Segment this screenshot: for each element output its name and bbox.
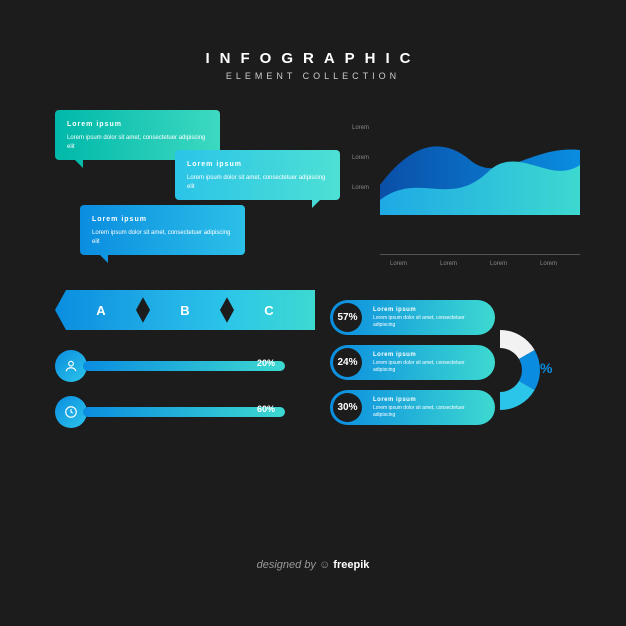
footer-prefix: designed by (257, 559, 319, 571)
step-b: B (139, 290, 231, 330)
semi-donut: % (500, 305, 580, 435)
page-subtitle: ELEMENT COLLECTION (0, 71, 626, 81)
progress-track: 20% (83, 361, 285, 371)
area-chart-svg (380, 115, 580, 215)
progress-bars: 20% 60% (55, 350, 285, 442)
pill-percent: 57% (333, 303, 362, 332)
x-axis-label: Lorem (490, 261, 507, 267)
bubble-title: Lorem ipsum (92, 215, 233, 226)
speech-bubbles: Lorem ipsum Lorem ipsum dolor sit amet, … (55, 110, 340, 260)
pill-text: Lorem ipsumLorem ipsum dolor sit amet, c… (365, 396, 495, 419)
progress-bar: 20% (55, 350, 285, 382)
percent-pills: 57% Lorem ipsumLorem ipsum dolor sit ame… (330, 300, 495, 435)
bubble-title: Lorem ipsum (187, 160, 328, 171)
header: INFOGRAPHIC ELEMENT COLLECTION (0, 0, 626, 81)
y-axis-label: Lorem (352, 125, 369, 131)
area-chart: Lorem Lorem Lorem Lorem Lorem Lorem Lore… (380, 115, 580, 255)
speech-bubble: Lorem ipsum Lorem ipsum dolor sit amet, … (80, 205, 245, 255)
attribution: designed by ☺ freepik (0, 559, 626, 571)
chart-baseline (380, 254, 580, 255)
x-axis-label: Lorem (540, 261, 557, 267)
pill-percent: 30% (333, 393, 362, 422)
bubble-title: Lorem ipsum (67, 120, 208, 131)
progress-percent: 60% (257, 404, 275, 414)
y-axis-label: Lorem (352, 185, 369, 191)
bubble-text: Lorem ipsum dolor sit amet, consectetuer… (67, 134, 208, 152)
pill: 30% Lorem ipsumLorem ipsum dolor sit ame… (330, 390, 495, 425)
progress-track: 60% (83, 407, 285, 417)
progress-percent: 20% (257, 358, 275, 368)
freepik-icon: ☺ (319, 559, 330, 571)
bubble-text: Lorem ipsum dolor sit amet, consectetuer… (92, 229, 233, 247)
progress-bar: 60% (55, 396, 285, 428)
step-a: A (55, 290, 147, 330)
pill: 24% Lorem ipsumLorem ipsum dolor sit ame… (330, 345, 495, 380)
donut-label: % (540, 360, 552, 376)
speech-bubble: Lorem ipsum Lorem ipsum dolor sit amet, … (175, 150, 340, 200)
bubble-text: Lorem ipsum dolor sit amet, consectetuer… (187, 174, 328, 192)
step-arrows: A B C (55, 290, 315, 330)
step-c: C (223, 290, 315, 330)
pill-text: Lorem ipsumLorem ipsum dolor sit amet, c… (365, 306, 495, 329)
y-axis-label: Lorem (352, 155, 369, 161)
pill: 57% Lorem ipsumLorem ipsum dolor sit ame… (330, 300, 495, 335)
x-axis-label: Lorem (440, 261, 457, 267)
pill-percent: 24% (333, 348, 362, 377)
footer-brand: freepik (333, 559, 369, 571)
pill-text: Lorem ipsumLorem ipsum dolor sit amet, c… (365, 351, 495, 374)
page-title: INFOGRAPHIC (0, 50, 626, 67)
x-axis-label: Lorem (390, 261, 407, 267)
